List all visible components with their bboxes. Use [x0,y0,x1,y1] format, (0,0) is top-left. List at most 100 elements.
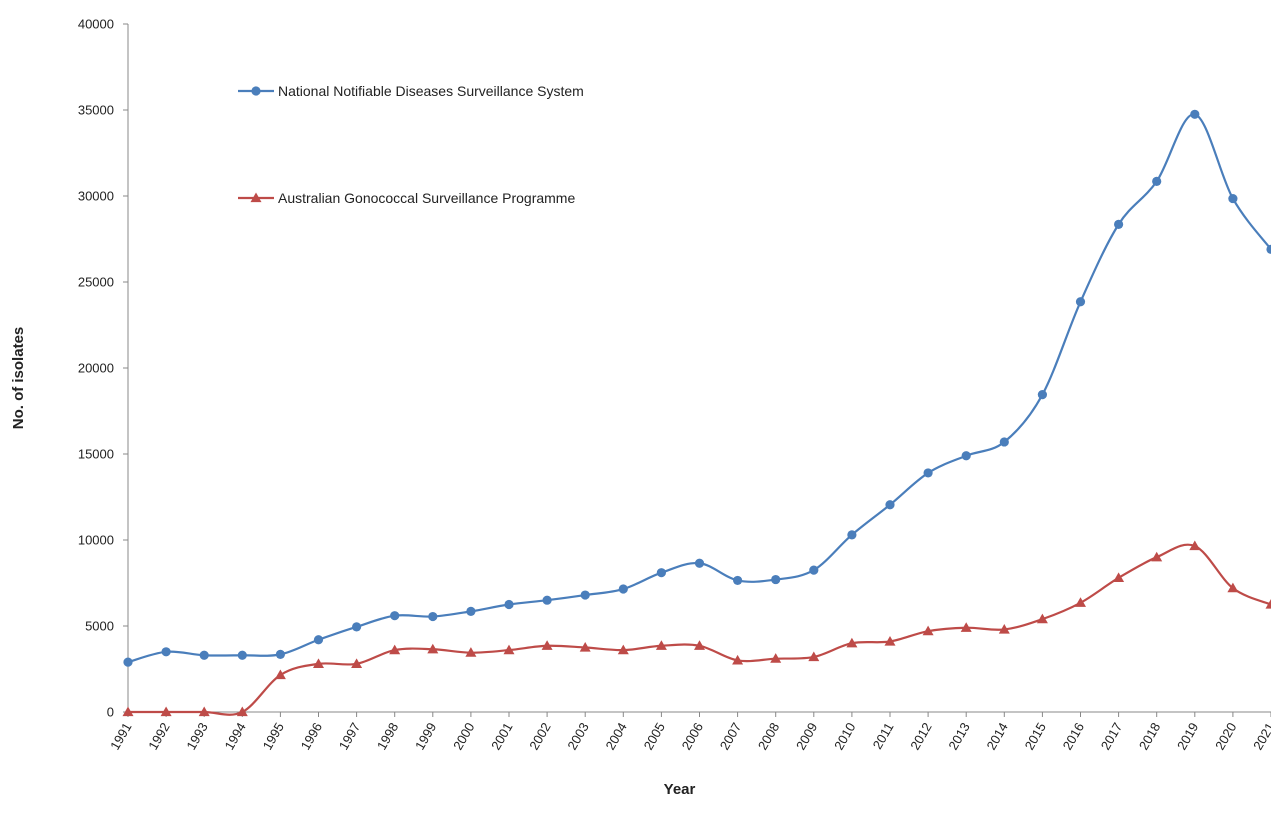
series-2-point [1036,613,1048,624]
series-2-point [1075,597,1086,607]
x-tick-label: 1996 [298,720,325,753]
legend-swatch-marker-2 [250,192,262,203]
series-2-point [1189,540,1201,551]
series-2-point [236,706,248,717]
series-1-point [580,590,590,600]
x-tick-label: 2001 [488,720,515,753]
series-2-point [732,654,744,665]
series-2-point [846,637,858,648]
y-tick-label: 25000 [78,275,114,290]
y-axis-title: No. of isolates [10,327,27,430]
series-1-point [1037,390,1047,400]
x-ticks: 1991 1992 1993 1994 1995 1996 1997 1998 1999 2000… [107,712,1271,753]
series-2-point [503,644,515,655]
x-tick-label: 1991 [107,720,134,753]
series-1-point [733,575,743,586]
series-1-point [1075,297,1086,307]
series-2-point [808,651,820,662]
series-1-point [275,649,285,659]
series-2-point [960,622,972,632]
series-2-point [198,706,210,717]
series-1-point [1190,109,1200,119]
x-tick-label: 2002 [526,720,553,753]
x-tick-label: 2021 [1250,720,1271,753]
x-tick-label: 2009 [793,720,820,753]
series-1-point [237,650,247,660]
y-tick-label: 5000 [85,619,114,634]
legend-label-2: Australian Gonococcal Surveillance Progr… [278,190,575,206]
series-2-point [1227,582,1239,593]
series-2-point [465,647,477,657]
y-tick-label: 10000 [78,533,114,548]
series-2-point [122,706,134,717]
x-tick-label: 2005 [641,720,668,753]
series-2-point [655,640,667,650]
x-tick-label: 2018 [1136,720,1163,753]
x-tick-label: 2017 [1098,720,1125,753]
x-tick-label: 2020 [1212,720,1239,753]
series-1-point [390,611,400,621]
x-tick-label: 2004 [602,720,629,753]
series-1-point [771,574,781,585]
series-2-point [274,669,286,680]
series-2-point [579,642,591,652]
series-2-point [1113,572,1125,582]
series-1-point [352,622,362,632]
series-markers [122,109,1271,717]
series-1-point [999,437,1009,447]
series-2-point [694,640,705,650]
series-1-point [961,451,971,461]
x-tick-label: 2013 [945,720,972,753]
x-tick-label: 2008 [755,720,782,753]
y-ticks: 0 5000 10000 15000 20000 25000 30000 35000 40000 [78,17,128,720]
x-tick-label: 1997 [336,720,363,753]
series-1-point [542,595,552,605]
y-tick-label: 30000 [78,189,114,204]
x-tick-label: 2016 [1060,720,1087,753]
series-2-point [160,706,172,717]
x-tick-label: 2014 [983,720,1010,753]
series-2-point [770,653,782,663]
series-2-point [1151,551,1163,562]
series-2-point [389,644,401,655]
series-1-point [428,611,438,622]
y-tick-label: 15000 [78,447,114,462]
series-1-point [313,635,324,645]
series-1-point [199,650,209,660]
series-2-point [884,635,896,646]
x-tick-label: 2011 [870,720,897,752]
series-1-point [161,647,171,657]
series-1-point [847,530,857,540]
x-tick-label: 1998 [374,720,401,753]
series-1-point [656,568,667,578]
x-axis-title: Year [664,781,696,798]
y-tick-label: 0 [107,705,114,720]
series-1-point [809,565,819,575]
x-tick-label: 1992 [145,720,172,753]
series-1-point [1152,176,1162,186]
series-2-point [541,640,553,650]
legend-swatch-marker-1 [251,86,261,96]
x-tick-label: 1995 [260,720,287,753]
x-tick-label: 2006 [679,720,706,753]
series-1-point [618,584,628,594]
series-2-point [922,625,934,636]
x-tick-label: 1999 [412,720,439,753]
y-tick-label: 35000 [78,103,114,118]
x-tick-label: 1993 [183,720,210,753]
x-tick-label: 2003 [564,720,591,753]
series-1-point [885,500,895,510]
series-1-point [504,599,514,610]
series-2-point [427,643,439,654]
series-line-2 [128,543,1271,716]
series-1-point [1228,193,1238,204]
axes [127,24,1271,713]
series-2-point [998,623,1010,634]
legend: National Notifiable Diseases Surveillanc… [238,83,584,206]
x-tick-label: 2007 [717,720,744,753]
series-1-point [1266,244,1271,254]
series-2-point [1265,599,1271,609]
x-tick-label: 2015 [1022,720,1049,753]
x-tick-label: 2019 [1174,720,1201,753]
